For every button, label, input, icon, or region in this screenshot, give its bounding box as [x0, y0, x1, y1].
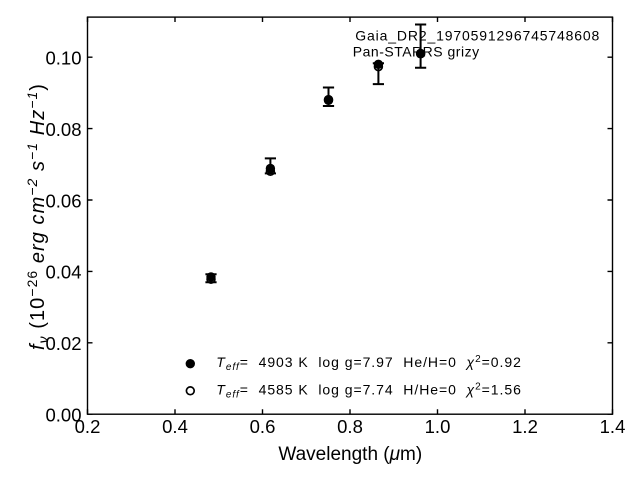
- svg-text:Gaia_DR2_1970591296745748608: Gaia_DR2_1970591296745748608: [355, 28, 600, 44]
- svg-text:0.08: 0.08: [45, 119, 81, 140]
- svg-text:0.04: 0.04: [45, 262, 81, 283]
- svg-text:Teff= 4903 K log g=7.97 He/: Teff= 4903 K log g=7.97 He/H=0 χ2=0.92: [216, 354, 522, 373]
- svg-text:0.06: 0.06: [45, 190, 81, 211]
- svg-text:1.2: 1.2: [512, 416, 538, 437]
- svg-text:Pan-STARRS grizy: Pan-STARRS grizy: [353, 43, 480, 59]
- svg-text:0.8: 0.8: [337, 416, 363, 437]
- svg-text:0.6: 0.6: [250, 416, 276, 437]
- svg-text:0.00: 0.00: [45, 405, 81, 426]
- svg-text:0.2: 0.2: [75, 416, 101, 437]
- svg-text:1.4: 1.4: [600, 416, 626, 437]
- svg-text:1.0: 1.0: [425, 416, 451, 437]
- svg-text:Wavelength (μm): Wavelength (μm): [278, 444, 422, 465]
- svg-text:fν (10−26 erg cm−2 s−1 Hz−1): fν (10−26 erg cm−2 s−1 Hz−1): [24, 83, 51, 350]
- svg-text:Teff= 4585 K log g=7.74 H/H: Teff= 4585 K log g=7.74 H/He=0 χ2=1.56: [216, 381, 522, 400]
- svg-text:0.10: 0.10: [45, 48, 81, 69]
- svg-text:0.02: 0.02: [45, 333, 81, 354]
- svg-text:0.4: 0.4: [162, 416, 188, 437]
